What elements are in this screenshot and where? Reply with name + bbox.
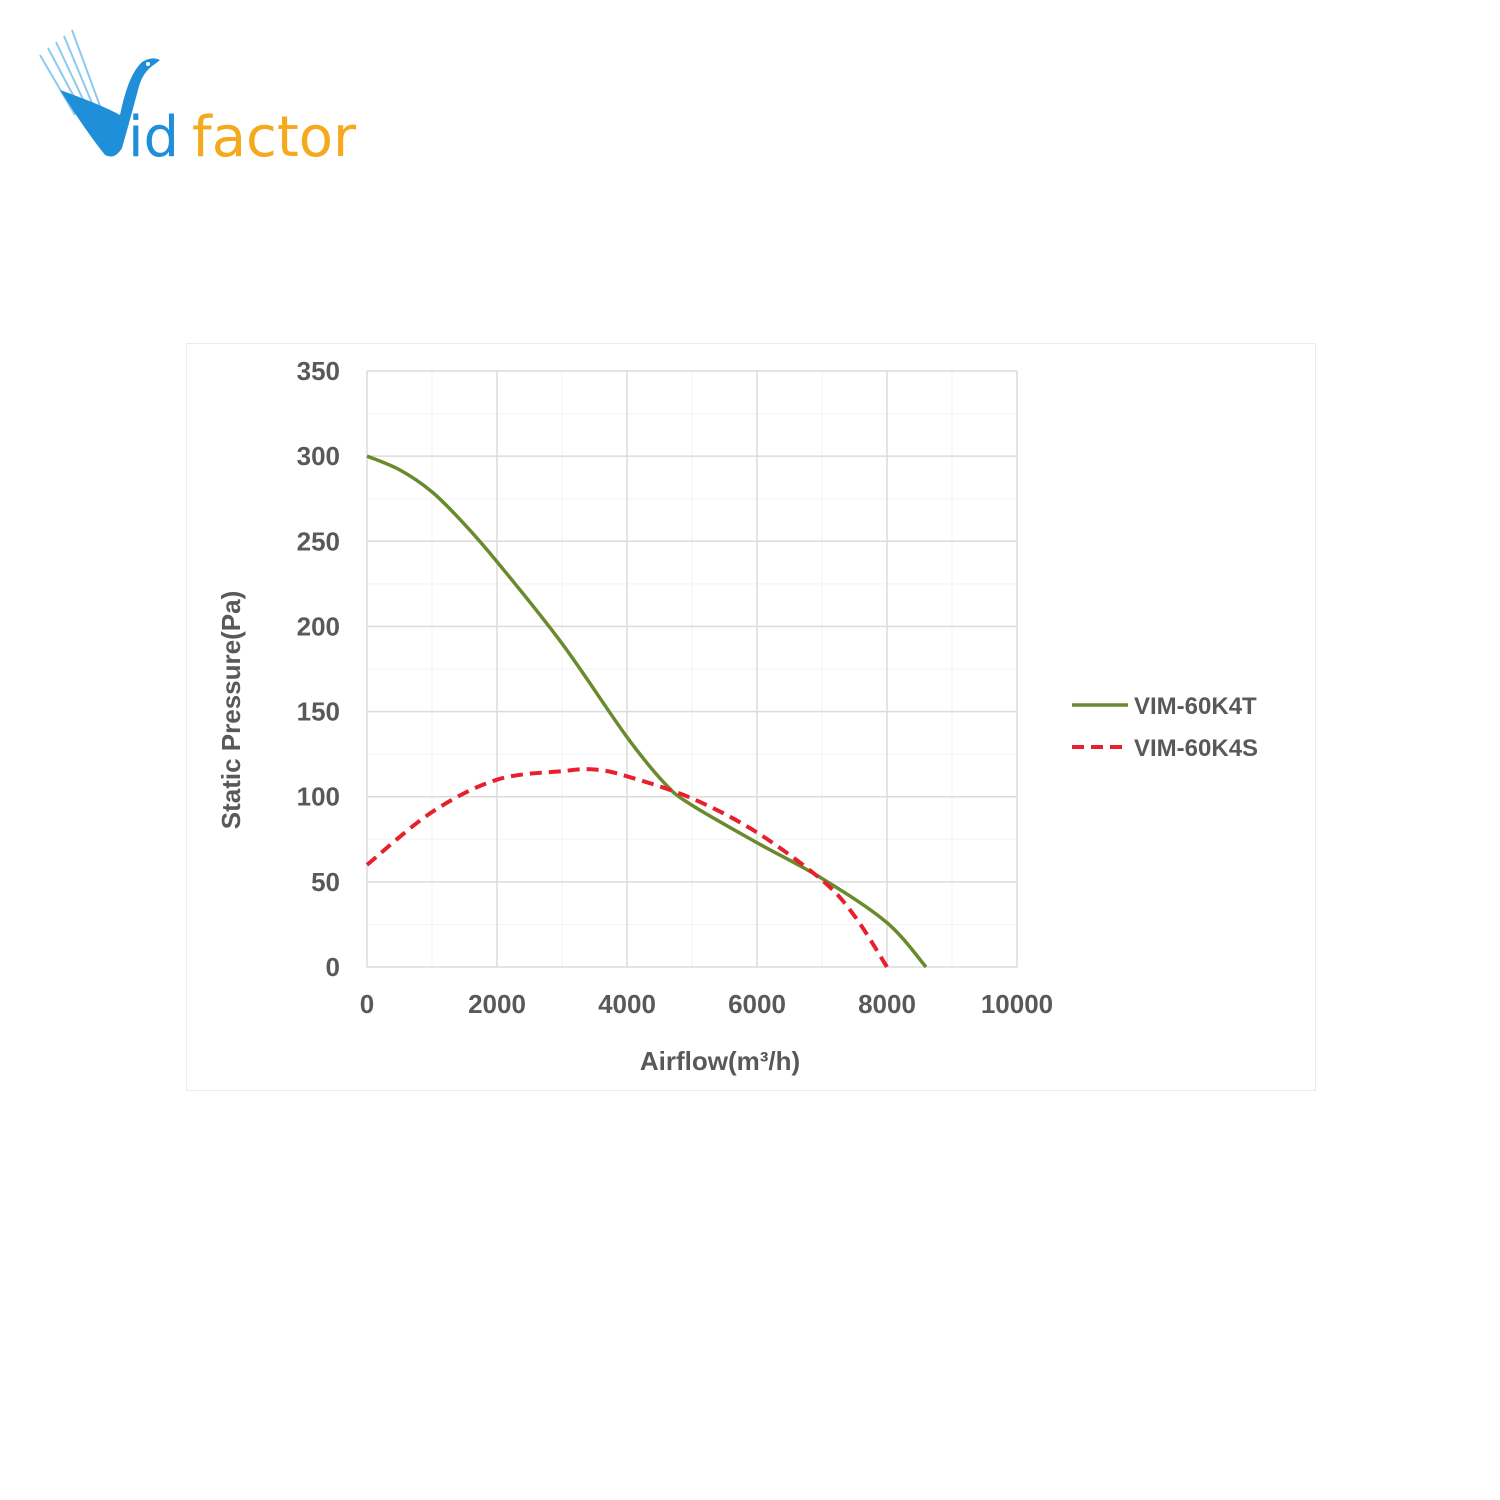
logo-text-factor: factor <box>192 105 357 170</box>
y-tick-label: 350 <box>297 356 340 386</box>
x-tick-label: 10000 <box>981 989 1053 1019</box>
y-tick-label: 0 <box>326 952 340 982</box>
x-tick-label: 6000 <box>728 989 786 1019</box>
legend-label: VIM-60K4T <box>1134 693 1257 720</box>
x-tick-label: 4000 <box>598 989 656 1019</box>
logo-text-id: id <box>128 105 179 170</box>
x-tick-label: 0 <box>360 989 374 1019</box>
y-tick-label: 100 <box>297 782 340 812</box>
x-axis-label: Airflow(m³/h) <box>640 1046 800 1076</box>
y-axis-label: Static Pressure(Pa) <box>216 591 246 829</box>
vidfactor-logo: id factor <box>30 20 390 170</box>
y-tick-label: 150 <box>297 697 340 727</box>
y-tick-label: 50 <box>311 867 340 897</box>
x-tick-label: 8000 <box>858 989 916 1019</box>
y-tick-label: 300 <box>297 441 340 471</box>
legend-label: VIM-60K4S <box>1134 735 1258 762</box>
x-tick-label: 2000 <box>468 989 526 1019</box>
y-tick-label: 250 <box>297 526 340 556</box>
series-line-vim-60k4t <box>366 454 928 969</box>
series-line-vim-60k4s <box>365 767 889 969</box>
chart-frame <box>186 343 1316 1091</box>
y-tick-label: 200 <box>297 611 340 641</box>
